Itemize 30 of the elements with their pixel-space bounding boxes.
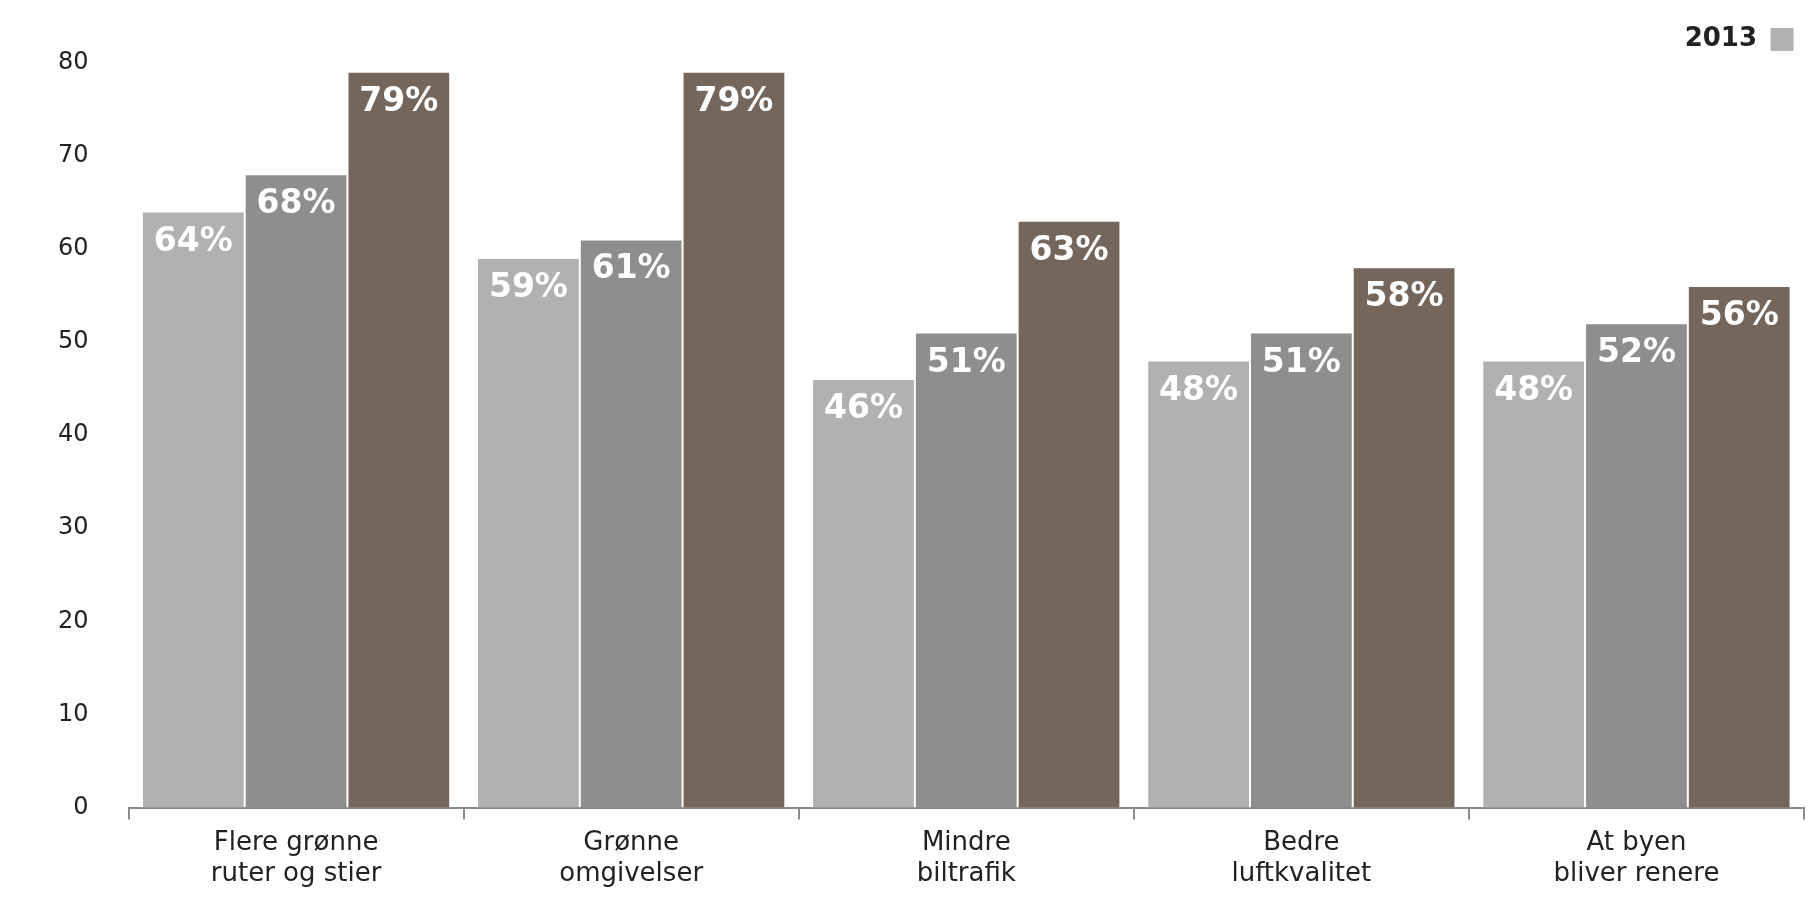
- data-label: 48%: [1159, 368, 1239, 408]
- x-tick-label: Bedre luftkvalitet: [1231, 825, 1372, 888]
- data-label: 51%: [926, 340, 1006, 380]
- data-label: 64%: [153, 219, 233, 259]
- data-label: 79%: [694, 79, 774, 119]
- data-label: 79%: [359, 79, 439, 119]
- y-tick-label: 50: [57, 326, 89, 355]
- data-label: 51%: [1261, 340, 1341, 380]
- x-tick-label: Flere grønne ruter og stier: [210, 825, 382, 888]
- data-label: 63%: [1029, 228, 1109, 268]
- x-tick-label: Mindre biltrafik: [916, 825, 1016, 888]
- y-tick-label: 10: [57, 698, 89, 727]
- y-tick-label: 30: [57, 512, 89, 541]
- data-label: 68%: [256, 182, 336, 222]
- data-label: 61%: [591, 247, 671, 287]
- legend-label: 2013: [1684, 22, 1757, 53]
- y-tick-label: 40: [57, 419, 89, 448]
- data-label: 46%: [824, 387, 904, 427]
- y-tick-label: 70: [57, 139, 89, 168]
- data-label: 48%: [1494, 368, 1574, 408]
- data-label: 52%: [1596, 331, 1676, 371]
- x-tick-label: Grønne omgivelser: [559, 825, 704, 888]
- x-tick-label: At byen bliver renere: [1553, 825, 1720, 888]
- data-label: 56%: [1699, 294, 1779, 334]
- data-label: 59%: [488, 266, 568, 306]
- y-tick-label: 80: [57, 46, 89, 75]
- y-tick-label: 60: [57, 232, 89, 261]
- data-label: 58%: [1364, 275, 1444, 315]
- y-tick-label: 0: [73, 791, 89, 820]
- y-tick-label: 20: [57, 605, 89, 634]
